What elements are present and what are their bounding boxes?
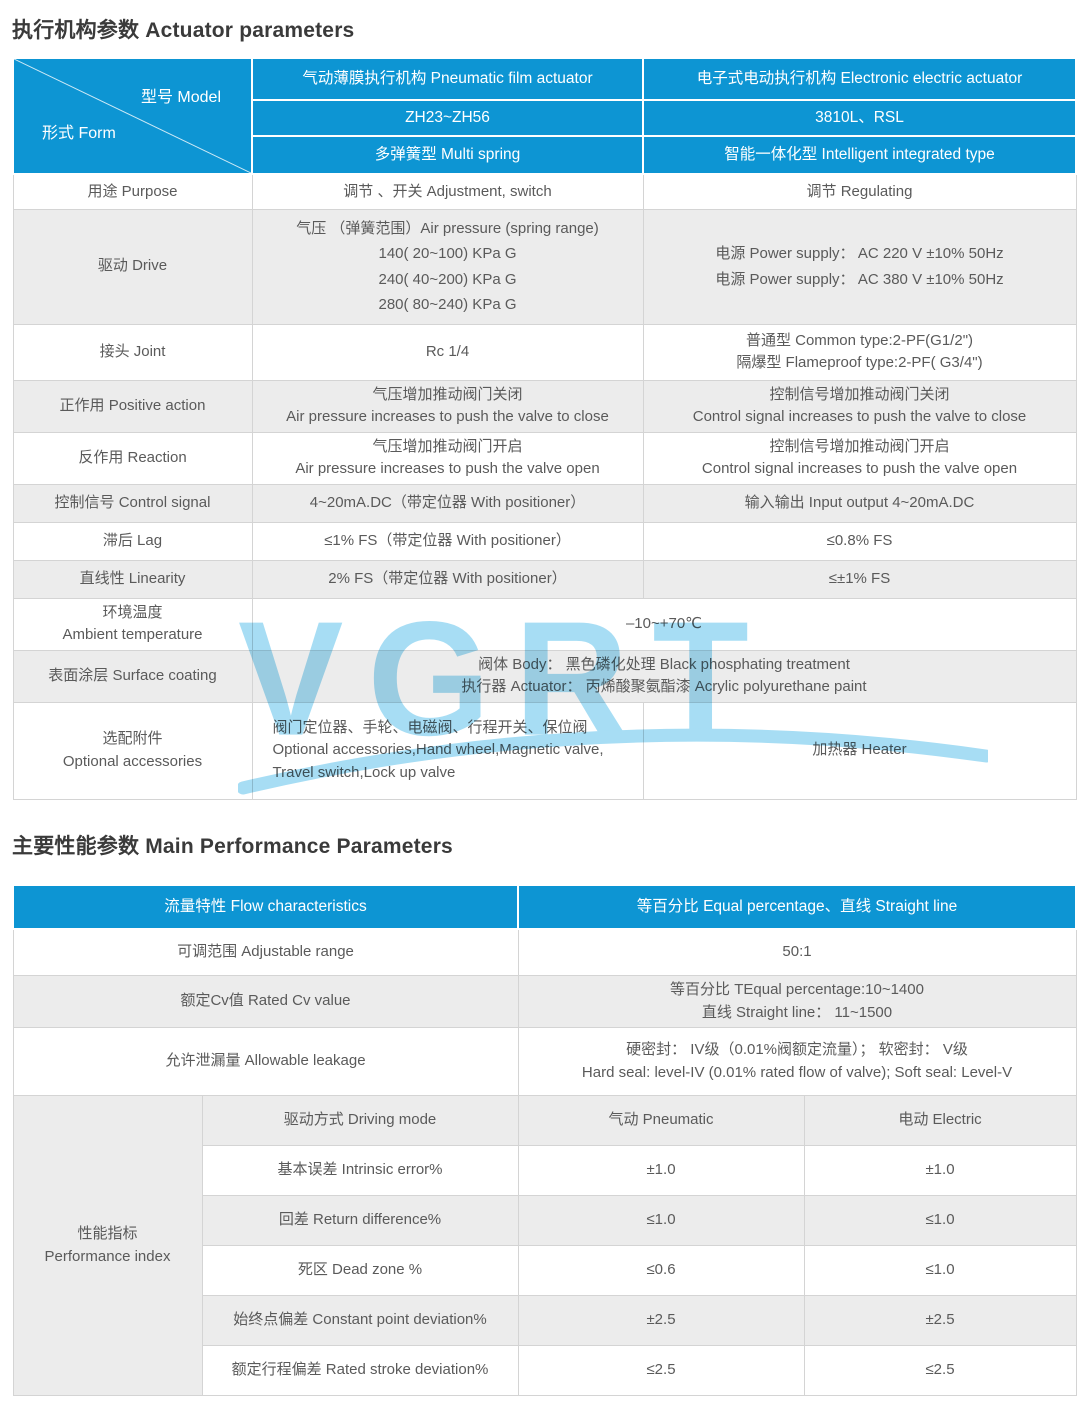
return-difference-pneumatic: ≤1.0: [517, 1195, 805, 1246]
purpose-electric-value: 调节 Regulating: [642, 173, 1077, 210]
row-label-drive: 驱动 Drive: [12, 208, 253, 325]
electric-model-header: 3810L、RSL: [642, 99, 1077, 137]
row-label-return-difference: 回差 Return difference%: [201, 1195, 519, 1246]
dead-zone-pneumatic: ≤0.6: [517, 1245, 805, 1296]
row-label-purpose: 用途 Purpose: [12, 173, 253, 210]
performance-parameters-title: 主要性能参数 Main Performance Parameters: [12, 834, 453, 858]
surface-coating-value: 阀体 Body： 黑色磷化处理 Black phosphating treatm…: [251, 649, 1077, 703]
positive-action-electric-value: 控制信号增加推动阀门关闭 Control signal increases to…: [642, 379, 1077, 433]
flow-characteristics-header: 流量特性 Flow characteristics: [12, 883, 519, 930]
adjustable-range-value: 50:1: [517, 928, 1077, 976]
control-signal-electric-value: 输入输出 Input output 4~20mA.DC: [642, 483, 1077, 523]
corner-form-label: 形式 Form: [42, 125, 116, 142]
row-label-rated-stroke-deviation: 额定行程偏差 Rated stroke deviation%: [201, 1345, 519, 1396]
diagonal-divider-line: [14, 59, 251, 173]
row-label-joint: 接头 Joint: [12, 323, 253, 381]
row-label-linearity: 直线性 Linearity: [12, 559, 253, 599]
rated-stroke-deviation-electric: ≤2.5: [803, 1345, 1077, 1396]
allowable-leakage-value: 硬密封： IV级（0.01%阀额定流量）； 软密封： V级 Hard seal:…: [517, 1027, 1077, 1096]
constant-point-deviation-pneumatic: ±2.5: [517, 1295, 805, 1346]
row-label-adjustable-range: 可调范围 Adjustable range: [12, 928, 519, 976]
joint-electric-value: 普通型 Common type:2-PF(G1/2") 隔爆型 Flamepro…: [642, 323, 1077, 381]
constant-point-deviation-electric: ±2.5: [803, 1295, 1077, 1346]
row-label-reaction: 反作用 Reaction: [12, 431, 253, 485]
row-label-ambient-temperature: 环境温度 Ambient temperature: [12, 597, 253, 651]
purpose-pneumatic-value: 调节 、开关 Adjustment, switch: [251, 173, 644, 210]
rated-stroke-deviation-pneumatic: ≤2.5: [517, 1345, 805, 1396]
drive-electric-value: 电源 Power supply： AC 220 V ±10% 50Hz 电源 P…: [642, 208, 1077, 325]
accessories-pneumatic-value: 阀门定位器、手轮、电磁阀、行程开关、保位阀 Optional accessori…: [251, 701, 644, 800]
performance-index-label: 性能指标 Performance index: [12, 1095, 203, 1396]
pneumatic-column-header: 气动薄膜执行机构 Pneumatic film actuator: [251, 57, 644, 101]
row-label-optional-accessories: 选配附件 Optional accessories: [12, 701, 253, 800]
pneumatic-variant-header: 多弹簧型 Multi spring: [251, 135, 644, 175]
row-label-lag: 滞后 Lag: [12, 521, 253, 561]
drive-pneumatic-value: 气压 （弹簧范围）Air pressure (spring range) 140…: [251, 208, 644, 325]
row-label-dead-zone: 死区 Dead zone %: [201, 1245, 519, 1296]
accessories-electric-value: 加热器 Heater: [642, 701, 1077, 800]
row-label-positive-action: 正作用 Positive action: [12, 379, 253, 433]
ambient-temperature-value: –10~+70℃: [251, 597, 1077, 651]
intrinsic-error-electric: ±1.0: [803, 1145, 1077, 1196]
row-label-control-signal: 控制信号 Control signal: [12, 483, 253, 523]
model-form-corner-cell: 型号 Model 形式 Form: [12, 57, 253, 175]
pneumatic-model-header: ZH23~ZH56: [251, 99, 644, 137]
dead-zone-electric: ≤1.0: [803, 1245, 1077, 1296]
positive-action-pneumatic-value: 气压增加推动阀门关闭 Air pressure increases to pus…: [251, 379, 644, 433]
driving-mode-pneumatic: 气动 Pneumatic: [517, 1095, 805, 1146]
rated-cv-value: 等百分比 TEqual percentage:10~1400 直线 Straig…: [517, 975, 1077, 1028]
row-label-intrinsic-error: 基本误差 Intrinsic error%: [201, 1145, 519, 1196]
reaction-electric-value: 控制信号增加推动阀门开启 Control signal increases to…: [642, 431, 1077, 485]
joint-pneumatic-value: Rc 1/4: [251, 323, 644, 381]
row-label-rated-cv: 额定Cv值 Rated Cv value: [12, 975, 519, 1028]
lag-electric-value: ≤0.8% FS: [642, 521, 1077, 561]
performance-parameters-table: 流量特性 Flow characteristics 等百分比 Equal per…: [12, 883, 1078, 1396]
row-label-allowable-leakage: 允许泄漏量 Allowable leakage: [12, 1027, 519, 1096]
electric-column-header: 电子式电动执行机构 Electronic electric actuator: [642, 57, 1077, 101]
row-label-constant-point-deviation: 始终点偏差 Constant point deviation%: [201, 1295, 519, 1346]
row-label-driving-mode: 驱动方式 Driving mode: [201, 1095, 519, 1146]
reaction-pneumatic-value: 气压增加推动阀门开启 Air pressure increases to pus…: [251, 431, 644, 485]
row-label-surface-coating: 表面涂层 Surface coating: [12, 649, 253, 703]
driving-mode-electric: 电动 Electric: [803, 1095, 1077, 1146]
flow-type-header: 等百分比 Equal percentage、直线 Straight line: [516, 883, 1078, 930]
control-signal-pneumatic-value: 4~20mA.DC（带定位器 With positioner）: [251, 483, 644, 523]
corner-model-label: 型号 Model: [140, 89, 221, 106]
linearity-pneumatic-value: 2% FS（带定位器 With positioner）: [251, 559, 644, 599]
lag-pneumatic-value: ≤1% FS（带定位器 With positioner）: [251, 521, 644, 561]
intrinsic-error-pneumatic: ±1.0: [517, 1145, 805, 1196]
actuator-parameters-title: 执行机构参数 Actuator parameters: [12, 19, 355, 42]
return-difference-electric: ≤1.0: [803, 1195, 1077, 1246]
actuator-parameters-table: 型号 Model 形式 Form 气动薄膜执行机构 Pneumatic film…: [12, 57, 1077, 800]
linearity-electric-value: ≤±1% FS: [642, 559, 1077, 599]
electric-variant-header: 智能一体化型 Intelligent integrated type: [642, 135, 1077, 175]
